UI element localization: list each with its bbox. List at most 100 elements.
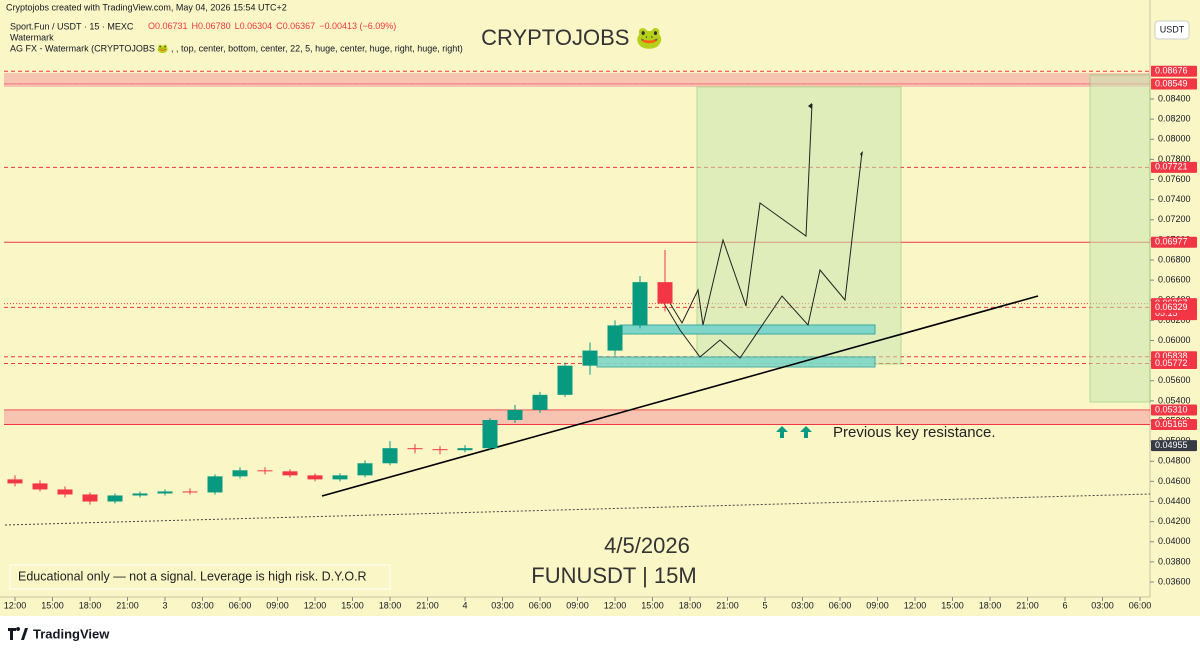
ohlc-item: −0.00413 (−6.09%) bbox=[319, 21, 396, 31]
y-tick-label: 0.07600 bbox=[1158, 174, 1191, 184]
price-tag-label: 0.06329 bbox=[1155, 302, 1188, 312]
projection-box bbox=[696, 86, 902, 365]
x-tick-label: 12:00 bbox=[304, 600, 327, 610]
candle-body bbox=[82, 494, 98, 502]
price-tag bbox=[1151, 419, 1197, 431]
x-tick-label: 18:00 bbox=[679, 600, 702, 610]
trendline bbox=[321, 295, 1039, 497]
lower-trendline bbox=[4, 493, 1151, 526]
price-tag-label: 0.04955 bbox=[1155, 440, 1188, 450]
candle-body bbox=[432, 449, 448, 451]
price-tag-sublabel: 05:15 bbox=[1155, 308, 1178, 318]
price-tag bbox=[1151, 301, 1197, 313]
price-tag bbox=[1151, 404, 1197, 416]
x-tick-label: 3 bbox=[162, 600, 167, 610]
y-tick-label: 0.08200 bbox=[1158, 114, 1191, 124]
candle-body bbox=[507, 409, 523, 421]
ohlc: O0.06731 H0.06780 L0.06304 C0.06367 −0.00413… bbox=[148, 21, 396, 31]
x-tick-label: 21:00 bbox=[416, 600, 439, 610]
x-tick-label: 03:00 bbox=[791, 600, 814, 610]
y-tick-label: 0.07800 bbox=[1158, 154, 1191, 164]
x-tick-label: 18:00 bbox=[379, 600, 402, 610]
currency: USDT bbox=[1160, 24, 1185, 34]
candle-body bbox=[57, 489, 73, 495]
ohlc-item: O0.06731 bbox=[148, 21, 188, 31]
price-tag bbox=[1151, 65, 1197, 77]
candle-body bbox=[532, 394, 548, 410]
candle-body bbox=[282, 471, 298, 476]
candle-body bbox=[207, 476, 223, 493]
x-tick-label: 5 bbox=[762, 600, 767, 610]
y-tick-label: 0.04000 bbox=[1158, 536, 1191, 546]
x-tick-label: 09:00 bbox=[866, 600, 889, 610]
candle-body bbox=[32, 483, 48, 490]
x-tick-label: 06:00 bbox=[229, 600, 252, 610]
ohlc-item: L0.06304 bbox=[235, 21, 273, 31]
footer-bg bbox=[0, 616, 1200, 654]
y-tick-label: 0.04800 bbox=[1158, 456, 1191, 466]
price-tag bbox=[1151, 236, 1197, 248]
disclaimer: Educational only — not a signal. Leverag… bbox=[18, 569, 367, 583]
resistance-band bbox=[4, 73, 1150, 87]
x-tick-label: 15:00 bbox=[41, 600, 64, 610]
credit: Cryptojobs created with TradingView.com,… bbox=[6, 2, 287, 12]
y-tick-label: 0.06600 bbox=[1158, 275, 1191, 285]
y-tick-label: 0.08400 bbox=[1158, 93, 1191, 103]
y-tick-label: 0.03600 bbox=[1158, 576, 1191, 586]
x-tick-label: 12:00 bbox=[4, 600, 27, 610]
zone-lower bbox=[596, 356, 876, 368]
price-tag bbox=[1151, 357, 1197, 369]
candle-body bbox=[257, 470, 273, 472]
x-tick-label: 06:00 bbox=[529, 600, 552, 610]
candle-body bbox=[582, 350, 598, 366]
x-tick-label: 21:00 bbox=[116, 600, 139, 610]
annotation: Previous key resistance. bbox=[833, 424, 996, 441]
ohlc-item: H0.06780 bbox=[192, 21, 231, 31]
date-text: 4/5/2026 bbox=[604, 533, 690, 558]
candle-body bbox=[407, 448, 423, 450]
x-tick-label: 4 bbox=[462, 600, 467, 610]
x-tick-label: 12:00 bbox=[604, 600, 627, 610]
candle-body bbox=[657, 282, 673, 304]
candle-body bbox=[232, 470, 248, 477]
arrow-up bbox=[776, 426, 788, 438]
price-tag-label: 0.08676 bbox=[1155, 66, 1188, 76]
path-projection-a bbox=[661, 103, 813, 326]
price-tag-label: 0.06977 bbox=[1155, 237, 1188, 247]
price-tag bbox=[1151, 440, 1197, 452]
price-tag-label: 0.05772 bbox=[1155, 358, 1188, 368]
price-tag-label: 0.05310 bbox=[1155, 404, 1188, 414]
x-tick-label: 12:00 bbox=[904, 600, 927, 610]
pair-text: FUNUSDT | 15M bbox=[531, 563, 696, 588]
projection-box-right bbox=[1089, 74, 1151, 403]
y-tick-label: 0.07400 bbox=[1158, 194, 1191, 204]
candles bbox=[7, 249, 673, 505]
price-tag bbox=[1151, 78, 1197, 90]
x-tick-label: 15:00 bbox=[941, 600, 964, 610]
background bbox=[0, 0, 1200, 616]
price-tag-label: 0.05838 bbox=[1155, 351, 1188, 361]
x-tick-label: 03:00 bbox=[191, 600, 214, 610]
price-tag-label: 0.07721 bbox=[1155, 162, 1188, 172]
candle-body bbox=[157, 491, 173, 494]
candle-body bbox=[132, 493, 148, 496]
y-tick-label: 0.05600 bbox=[1158, 375, 1191, 385]
x-tick-label: 6 bbox=[1062, 600, 1067, 610]
support-band bbox=[4, 411, 1150, 424]
x-tick-label: 06:00 bbox=[1129, 600, 1152, 610]
candle-body bbox=[607, 325, 623, 351]
x-tick-label: 21:00 bbox=[716, 600, 739, 610]
y-tick-label: 0.08000 bbox=[1158, 134, 1191, 144]
indicator: AG FX - Watermark (CRYPTOJOBS 🐸 , , top,… bbox=[10, 43, 463, 53]
watermark-title: CRYPTOJOBS 🐸 bbox=[481, 25, 663, 50]
x-tick-label: 15:00 bbox=[641, 600, 664, 610]
candle-body bbox=[7, 479, 23, 484]
y-tick-label: 0.07200 bbox=[1158, 214, 1191, 224]
y-tick-label: 0.06800 bbox=[1158, 254, 1191, 264]
ohlc-item: C0.06367 bbox=[276, 21, 315, 31]
tv-logo bbox=[8, 627, 28, 640]
y-tick-label: 0.04600 bbox=[1158, 476, 1191, 486]
x-tick-label: 15:00 bbox=[341, 600, 364, 610]
